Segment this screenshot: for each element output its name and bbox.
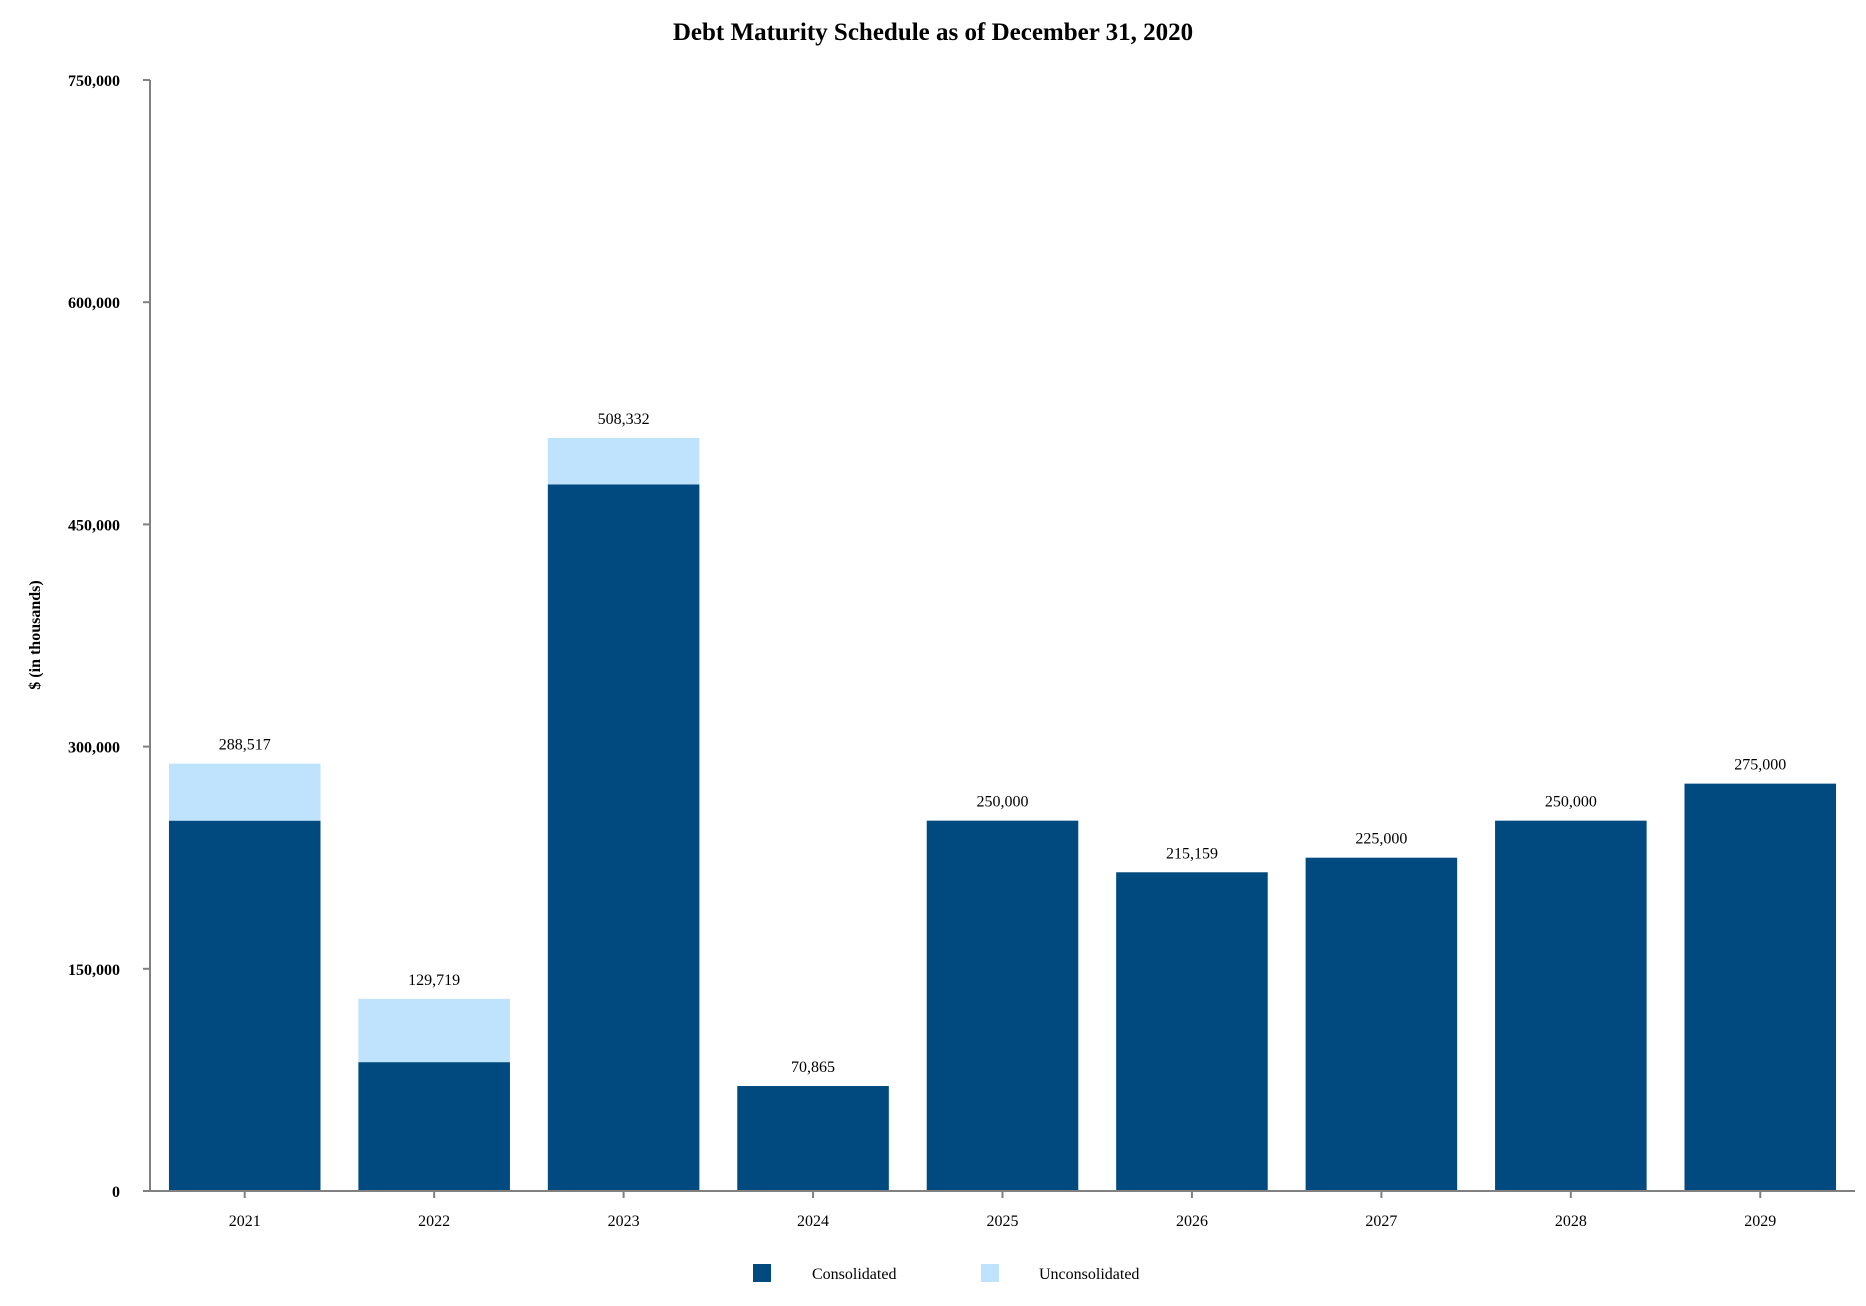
- bar-consolidated-2028: [1495, 820, 1647, 1191]
- bar-unconsolidated-2023: [547, 437, 700, 485]
- bar-consolidated-2025: [926, 820, 1079, 1191]
- bar-consolidated-2024: [737, 1086, 889, 1191]
- x-tick-label-2029: 2029: [1744, 1213, 1776, 1230]
- data-labels-group: 288,517 129,719 508,332 70,865 250,000 215,15…: [219, 411, 1787, 1076]
- bar-consolidated-2021: [168, 820, 321, 1191]
- x-tick-label-2024: 2024: [797, 1213, 829, 1230]
- y-tick-label: 750,000: [68, 73, 120, 90]
- x-tick-label-2028: 2028: [1555, 1213, 1587, 1230]
- data-label-2024: 70,865: [791, 1059, 835, 1076]
- bar-consolidated-2023: [547, 484, 700, 1191]
- legend: Consolidated Unconsolidated: [753, 1264, 1139, 1283]
- data-label-2029: 275,000: [1734, 757, 1786, 774]
- bar-consolidated-2026: [1116, 872, 1268, 1191]
- x-tick-label-2022: 2022: [418, 1213, 450, 1230]
- bars-group: [168, 437, 1837, 1191]
- x-tick-label-2026: 2026: [1176, 1213, 1208, 1230]
- data-label-2025: 250,000: [977, 794, 1029, 811]
- x-tick-label-2021: 2021: [229, 1213, 261, 1230]
- y-axis-label: $ (in thousands): [27, 580, 44, 689]
- y-axis-ticks: 0 150,000 300,000 450,000 600,000 750,000: [68, 73, 150, 1201]
- data-label-2026: 215,159: [1166, 845, 1218, 862]
- y-tick-label: 300,000: [68, 740, 120, 757]
- bar-unconsolidated-2021: [168, 763, 321, 821]
- data-label-2027: 225,000: [1355, 831, 1407, 848]
- legend-swatch-consolidated: [753, 1264, 771, 1282]
- x-tick-label-2023: 2023: [608, 1213, 640, 1230]
- data-label-2022: 129,719: [408, 972, 460, 989]
- x-tick-label-2025: 2025: [987, 1213, 1019, 1230]
- bar-consolidated-2022: [358, 1062, 510, 1191]
- data-label-2021: 288,517: [219, 737, 271, 754]
- bar-consolidated-2027: [1305, 857, 1458, 1191]
- y-tick-label: 600,000: [68, 295, 120, 312]
- y-tick-label: 0: [112, 1184, 120, 1201]
- chart-title: Debt Maturity Schedule as of December 31…: [673, 19, 1193, 46]
- legend-label-consolidated: Consolidated: [812, 1266, 896, 1283]
- y-tick-label: 450,000: [68, 517, 120, 534]
- data-label-2023: 508,332: [598, 411, 650, 428]
- y-tick-label: 150,000: [68, 962, 120, 979]
- legend-swatch-unconsolidated: [981, 1264, 999, 1282]
- x-axis-ticks: 2021 2022 2023 2024 2025 2026 2027 2028 2029: [229, 1191, 1776, 1230]
- x-tick-label-2027: 2027: [1365, 1213, 1397, 1230]
- bar-consolidated-2029: [1684, 783, 1837, 1191]
- data-label-2028: 250,000: [1545, 794, 1597, 811]
- legend-label-unconsolidated: Unconsolidated: [1039, 1266, 1139, 1283]
- bar-unconsolidated-2022: [358, 998, 510, 1063]
